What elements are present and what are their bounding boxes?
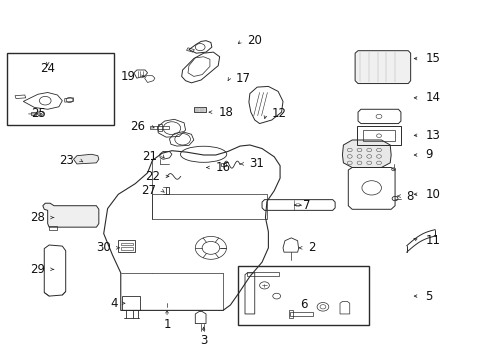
Text: 14: 14: [425, 91, 441, 104]
Text: 16: 16: [216, 161, 231, 174]
Text: 12: 12: [272, 107, 287, 120]
Text: 28: 28: [30, 211, 45, 224]
Text: 21: 21: [142, 150, 157, 163]
Text: 7: 7: [303, 198, 311, 212]
Text: 18: 18: [218, 105, 233, 119]
Text: 27: 27: [141, 184, 156, 197]
Text: 8: 8: [406, 190, 413, 203]
Polygon shape: [355, 51, 411, 84]
Text: 5: 5: [425, 289, 433, 303]
Text: 20: 20: [247, 34, 262, 47]
Polygon shape: [43, 203, 99, 227]
Text: 24: 24: [40, 62, 55, 75]
Polygon shape: [74, 154, 99, 164]
Bar: [7, 53, 115, 125]
Text: 25: 25: [31, 107, 47, 120]
Text: 22: 22: [145, 170, 160, 183]
Text: 23: 23: [60, 154, 74, 167]
Polygon shape: [194, 107, 206, 112]
Text: 6: 6: [300, 298, 307, 311]
Text: 4: 4: [111, 297, 118, 310]
Text: 17: 17: [235, 72, 250, 85]
Text: 29: 29: [30, 263, 45, 276]
Text: 19: 19: [121, 70, 135, 83]
Bar: [238, 266, 369, 325]
Text: 26: 26: [130, 120, 145, 133]
Text: 13: 13: [425, 129, 440, 142]
Text: 9: 9: [425, 148, 433, 162]
Text: 15: 15: [425, 52, 440, 65]
Text: 2: 2: [308, 241, 316, 255]
Text: 30: 30: [96, 241, 111, 255]
Text: 10: 10: [425, 188, 440, 201]
Polygon shape: [343, 140, 391, 167]
Text: 1: 1: [163, 318, 171, 330]
Text: 31: 31: [249, 157, 264, 170]
Text: 3: 3: [200, 334, 207, 347]
Text: 11: 11: [425, 234, 441, 247]
